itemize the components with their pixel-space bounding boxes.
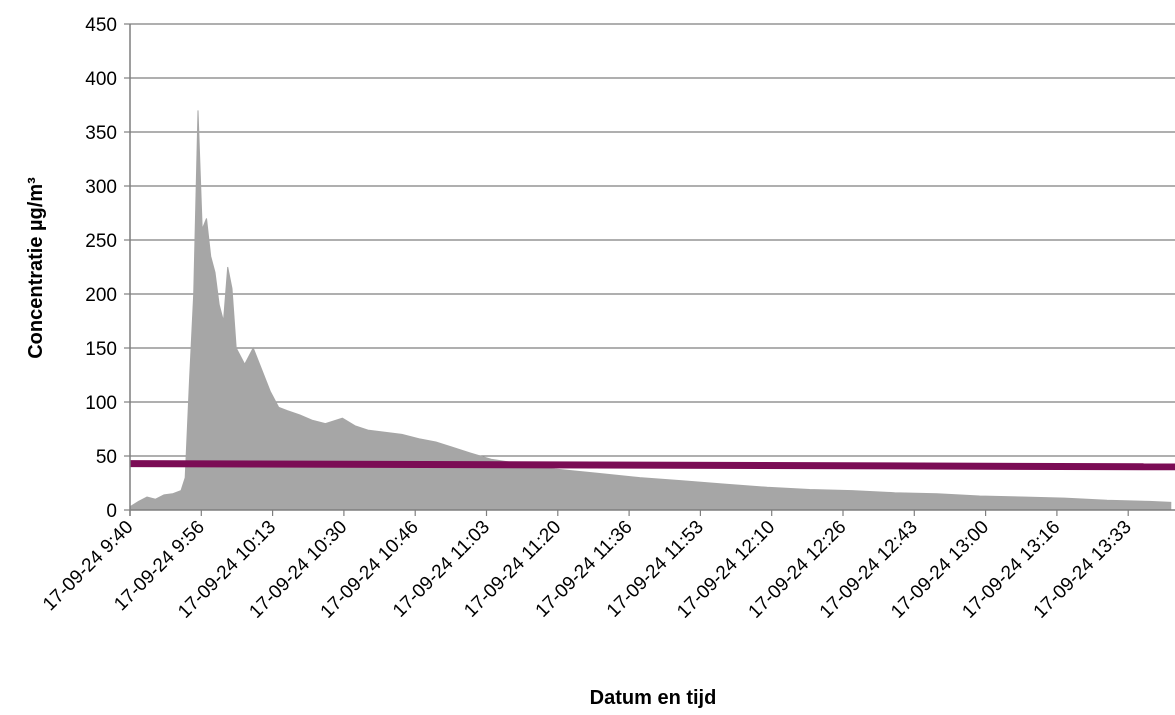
x-axis-title: Datum en tijd	[590, 687, 717, 709]
y-tick-label: 350	[85, 123, 117, 144]
y-axis-title: Concentratie µg/m³	[25, 177, 47, 359]
threshold-line	[129, 460, 1175, 471]
axes	[129, 24, 1175, 516]
data-series	[129, 110, 1175, 511]
y-tick-label: 450	[85, 15, 117, 36]
y-tick-label: 300	[85, 177, 117, 198]
y-tick-label: 0	[106, 501, 117, 522]
y-tick-label: 100	[85, 393, 117, 414]
y-tick-label: 150	[85, 339, 117, 360]
concentration-area	[129, 110, 1172, 511]
y-tick-label: 400	[85, 69, 117, 90]
y-tick-labels: 0 50 100 150 200 250 300 350 400 450	[85, 15, 130, 522]
y-tick-label: 50	[96, 447, 117, 468]
y-tick-label: 250	[85, 231, 117, 252]
gridlines	[130, 23, 1175, 457]
y-tick-label: 200	[85, 285, 117, 306]
